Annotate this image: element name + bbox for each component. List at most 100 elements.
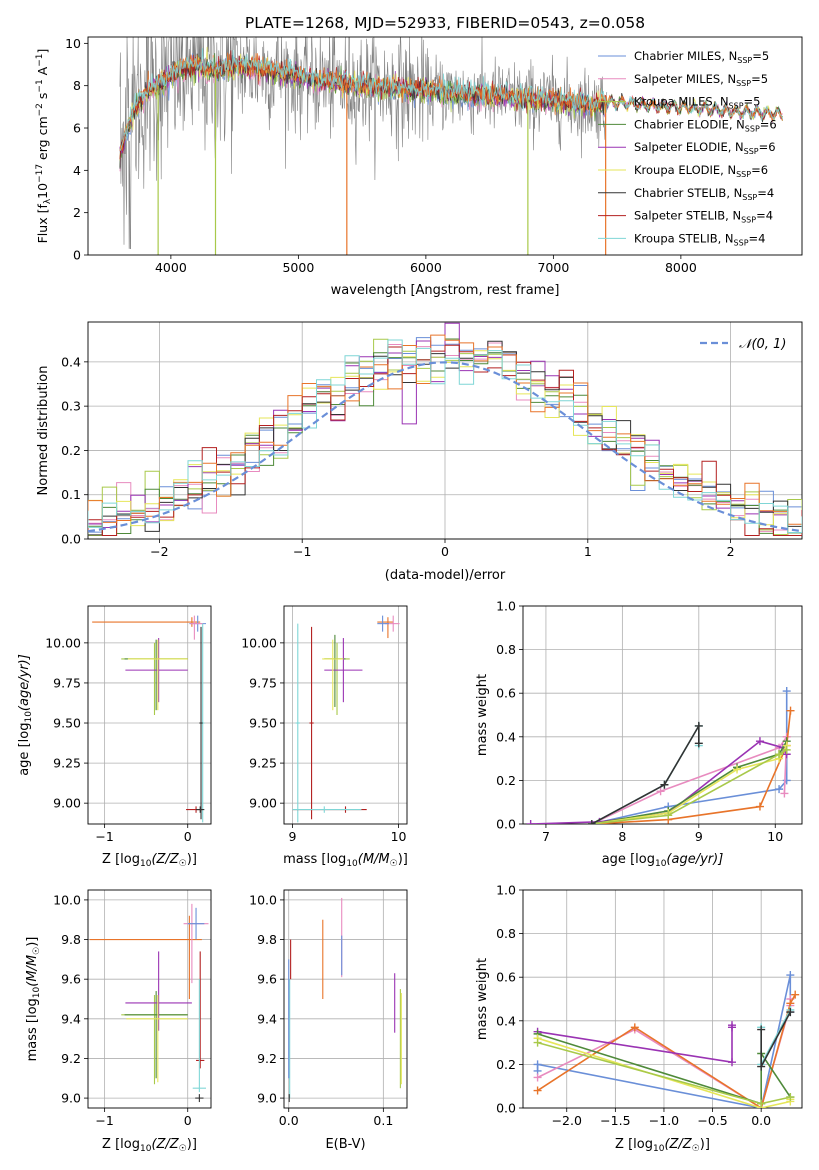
legend-text: =6 bbox=[759, 140, 776, 154]
y-label-sup: −1 bbox=[35, 79, 45, 92]
y-label-sub: 10 bbox=[32, 986, 42, 998]
legend-text: Salpeter ELODIE, N bbox=[634, 140, 744, 154]
age-vs-mass-points bbox=[292, 615, 400, 823]
plus-marker bbox=[775, 785, 784, 794]
y-tick-label: 9.8 bbox=[61, 932, 81, 947]
y-axis-label: mass [log10(M/M☉)] bbox=[25, 937, 42, 1062]
y-tick-label: 9.75 bbox=[53, 675, 81, 690]
y-tick-label: 9.25 bbox=[249, 756, 277, 771]
x-label-part: (age/yr)] bbox=[666, 852, 723, 867]
weight-series bbox=[591, 722, 700, 824]
legend-text: =6 bbox=[751, 163, 768, 177]
plot-frame bbox=[283, 605, 408, 825]
y-tick-label: 8 bbox=[73, 78, 81, 93]
y-axis-label: Flux [fλ10−17 erg cm−2 s−1 A−1] bbox=[35, 49, 53, 244]
x-label-part: )] bbox=[398, 852, 408, 867]
plus-marker bbox=[533, 1086, 542, 1095]
x-label-part: age [log bbox=[602, 852, 655, 867]
plus-marker bbox=[630, 1023, 639, 1032]
plus-marker bbox=[782, 745, 791, 754]
x-label-sub: 10 bbox=[140, 859, 152, 869]
x-label-sub: ☉ bbox=[179, 859, 187, 869]
plus-marker bbox=[755, 802, 764, 811]
y-label-part: 10 bbox=[35, 183, 50, 199]
plus-marker bbox=[587, 820, 596, 824]
x-label-part: (M/M bbox=[358, 852, 390, 867]
y-tick-label: 0.8 bbox=[496, 642, 516, 657]
y-tick-label: 9.00 bbox=[53, 796, 81, 811]
plus-marker bbox=[728, 1058, 737, 1067]
y-tick-label: 0.4 bbox=[61, 354, 81, 369]
data-point bbox=[121, 995, 188, 1085]
plus-marker bbox=[782, 687, 791, 696]
y-tick-label: 9.2 bbox=[61, 1051, 81, 1066]
data-point bbox=[196, 806, 205, 813]
x-tick-label: −1.0 bbox=[649, 1113, 679, 1128]
x-label-sub: 10 bbox=[346, 859, 358, 869]
legend-text: Salpeter MILES, N bbox=[634, 72, 736, 86]
plus-marker bbox=[791, 990, 800, 999]
y-label-part: ] bbox=[35, 49, 50, 54]
plus-marker bbox=[728, 1023, 737, 1032]
y-tick-label: 1.0 bbox=[496, 883, 516, 898]
y-axis-label: age [log10(age/yr)] bbox=[17, 654, 34, 776]
y-tick-label: 9.8 bbox=[257, 932, 277, 947]
data-point bbox=[126, 995, 188, 1083]
x-tick-label: −0.5 bbox=[697, 1113, 727, 1128]
x-tick-label: −1 bbox=[95, 829, 113, 844]
y-label-part: mass [log bbox=[25, 998, 40, 1061]
model-spectrum bbox=[119, 52, 783, 151]
legend-entry: Chabrier MILES, NSSP=5 bbox=[634, 49, 769, 65]
y-tick-label: 10.00 bbox=[45, 635, 81, 650]
weight-series bbox=[591, 749, 788, 824]
data-point bbox=[125, 951, 192, 1031]
plus-marker bbox=[786, 1093, 795, 1102]
y-tick-label: 2 bbox=[73, 205, 81, 220]
x-tick-label: 7000 bbox=[537, 260, 569, 275]
plot-frame bbox=[87, 889, 212, 1109]
x-tick-label: 0 bbox=[184, 1113, 192, 1128]
plus-marker bbox=[786, 1008, 795, 1017]
x-tick-label: 0 bbox=[441, 544, 449, 559]
x-label-part: Z [log bbox=[102, 1137, 140, 1152]
legend-text: =5 bbox=[751, 72, 768, 86]
y-tick-label: 10 bbox=[65, 36, 81, 51]
x-tick-label: 7 bbox=[542, 829, 550, 844]
legend-entry: Salpeter MILES, NSSP=5 bbox=[634, 72, 768, 88]
x-axis-label: wavelength [Angstrom, rest frame] bbox=[331, 283, 560, 298]
legend-sub: SSP bbox=[729, 102, 744, 111]
legend-sub: SSP bbox=[741, 216, 756, 225]
data-point bbox=[324, 642, 350, 715]
age-vs-mass-axes: 9 10 9.00 9.25 9.50 9.75 10.00 bbox=[241, 605, 408, 844]
x-tick-label: 10 bbox=[767, 829, 783, 844]
x-axis-label: age [log10(age/yr)] bbox=[602, 852, 724, 869]
y-tick-label: 4 bbox=[73, 163, 81, 178]
y-tick-label: 9.6 bbox=[257, 972, 277, 987]
y-tick-label: 9.00 bbox=[249, 796, 277, 811]
y-label-part: s bbox=[35, 93, 50, 104]
y-tick-label: 0.0 bbox=[496, 1101, 516, 1116]
y-tick-label: 0.6 bbox=[496, 970, 516, 985]
y-tick-label: 9.4 bbox=[61, 1011, 81, 1026]
legend-sub: SSP bbox=[737, 56, 752, 65]
legend-text: =4 bbox=[757, 186, 774, 200]
x-axis-label: Z [log10(Z/Z☉)] bbox=[102, 852, 197, 869]
x-tick-label: 5000 bbox=[282, 260, 314, 275]
histogram-steps bbox=[88, 322, 802, 536]
y-tick-label: 0.1 bbox=[61, 487, 81, 502]
legend-sub: SSP bbox=[742, 193, 757, 202]
x-tick-label: 0.0 bbox=[751, 1113, 771, 1128]
normal-curve bbox=[88, 361, 802, 533]
legend-entry: Salpeter ELODIE, NSSP=6 bbox=[634, 140, 776, 156]
y-label-part: age [log bbox=[17, 723, 32, 776]
y-label-sub: ☉ bbox=[32, 947, 42, 955]
y-tick-label: 0.4 bbox=[496, 1013, 516, 1028]
x-tick-label: 6000 bbox=[410, 260, 442, 275]
y-tick-label: 9.50 bbox=[249, 716, 277, 731]
legend-text: =4 bbox=[756, 209, 773, 223]
legend-text: Chabrier ELODIE, N bbox=[634, 117, 745, 131]
y-tick-label: 9.0 bbox=[61, 1091, 81, 1106]
massweight-vs-age-axes: 7 8 9 10 0.0 0.2 0.4 0.6 0.8 1.0 bbox=[496, 599, 803, 844]
